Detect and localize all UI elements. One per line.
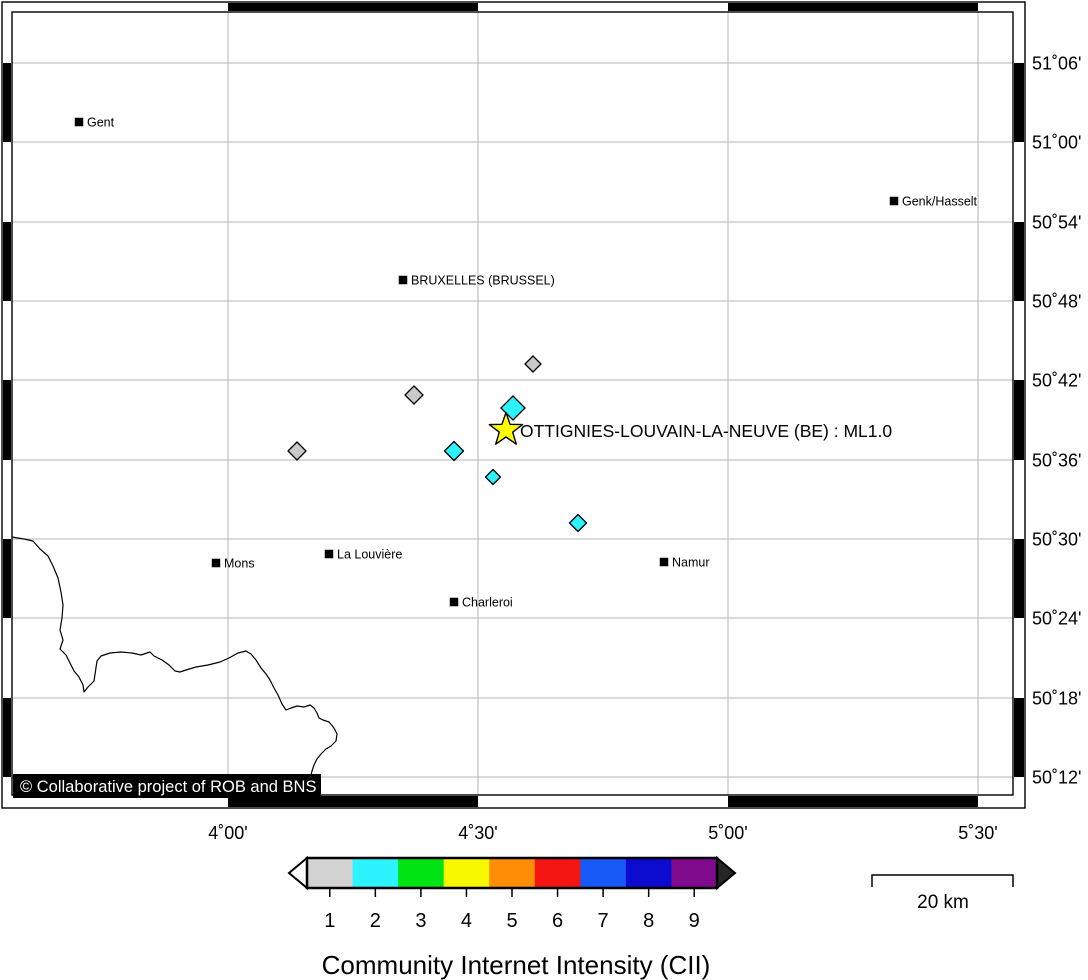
lon-tick-label: 4˚00' [208,823,247,843]
frame-tick-right [1014,380,1024,460]
frame-tick-left [3,539,11,618]
lat-tick-label: 50˚24' [1032,609,1081,629]
lat-tick-label: 50˚36' [1032,451,1081,471]
frame-inner [11,11,1014,796]
legend-tick-label: 7 [598,910,609,932]
legend-tick-label: 8 [643,910,654,932]
lat-tick-label: 50˚54' [1032,213,1081,233]
legend-title: Community Internet Intensity (CII) [322,950,711,980]
observation-diamond [484,468,502,486]
lat-tick-label: 50˚18' [1032,689,1081,709]
lon-tick-label: 5˚00' [708,823,747,843]
legend-tick-label: 5 [506,910,517,932]
city-square-marker [398,275,408,285]
axis-labels: 51˚06' 51˚00' 50˚54' 50˚48' 50˚42' 50˚36' 50˚3… [208,54,1081,844]
legend-color-cell [307,858,354,888]
legend-tick-label: 2 [370,910,381,932]
city: BRUXELLES (BRUSSEL) [398,274,555,288]
city-square-marker [74,117,84,127]
city: La Louvière [324,548,402,562]
lat-tick-label: 50˚42' [1032,371,1081,391]
observation-diamond [524,355,542,373]
observation-diamond [568,513,588,533]
epicenter [488,411,524,445]
city-square-marker [449,597,459,607]
cii-legend: 1 2 3 4 5 6 7 8 9 [287,855,737,932]
city-label: Gent [87,116,115,130]
epicenter-label: OTTIGNIES-LOUVAIN-LA-NEUVE (BE) : ML1.0 [520,421,892,441]
scale-bar [871,874,1014,887]
observation-diamond [443,440,465,462]
city: Genk/Hasselt [889,195,978,209]
copyright-text: © Collaborative project of ROB and BNS [20,778,316,796]
legend-color-cell [398,858,445,888]
city: Mons [211,557,255,571]
city-label: Genk/Hasselt [902,195,978,209]
observation-diamond [404,385,424,405]
city: Namur [659,556,710,570]
legend-tick-label: 3 [415,910,426,932]
city-label: BRUXELLES (BRUSSEL) [411,274,555,288]
city-label: Mons [224,557,255,571]
map-frame [1,1,1026,809]
legend-color-cell [580,858,627,888]
city: Charleroi [449,596,513,610]
legend-color-cell [534,858,581,888]
legend-color-cell [489,858,536,888]
city-square-marker [324,549,334,559]
frame-tick-bottom [728,796,978,807]
lon-tick-label: 4˚30' [458,823,497,843]
copyright-box: © Collaborative project of ROB and BNS [13,774,321,798]
city-square-marker [659,557,669,567]
city-label: La Louvière [337,548,402,562]
legend-tick-label: 9 [689,910,700,932]
legend-tick-label: 6 [552,910,563,932]
frame-tick-left [3,222,11,301]
scalebar-label: 20 km [917,892,969,913]
intensity-observations [287,355,588,533]
frame-tick-right [1014,63,1024,142]
city: Gent [74,116,115,130]
frame-tick-bottom [228,796,478,807]
lon-tick-label: 5˚30' [958,823,997,843]
frame-tick-right [1014,539,1024,618]
copyright-background [13,774,321,798]
legend-tick-label: 4 [461,910,472,932]
frame-tick-top [228,3,478,11]
lat-tick-label: 50˚48' [1032,292,1081,312]
lat-tick-label: 51˚06' [1032,54,1081,74]
legend-color-cell [443,858,490,888]
legend-tick-label: 1 [324,910,335,932]
frame-tick-right [1014,222,1024,301]
legend-color-cell [625,858,672,888]
lat-tick-label: 50˚12' [1032,768,1081,788]
gridlines [12,12,1013,795]
frame-outer [1,1,1026,809]
city-square-marker [889,196,899,206]
epicenter-star [488,411,524,445]
frame-tick-left [3,63,11,142]
legend-color-cell [671,858,718,888]
lat-tick-label: 51˚00' [1032,133,1081,153]
legend-color-cell [352,858,399,888]
lat-tick-label: 50˚30' [1032,530,1081,550]
frame-tick-right [1014,698,1024,777]
city-square-marker [211,558,221,568]
frame-tick-top [728,3,978,11]
city-label: Charleroi [462,596,513,610]
scalebar-bracket [871,874,1014,887]
city-markers: Gent Genk/Hasselt BRUXELLES (BRUSSEL) Mons L… [74,116,978,610]
frame-tick-left [3,698,11,777]
frame-tick-left [3,380,11,460]
country-border-line [11,536,338,776]
city-label: Namur [672,556,710,570]
observation-diamond [287,441,307,461]
